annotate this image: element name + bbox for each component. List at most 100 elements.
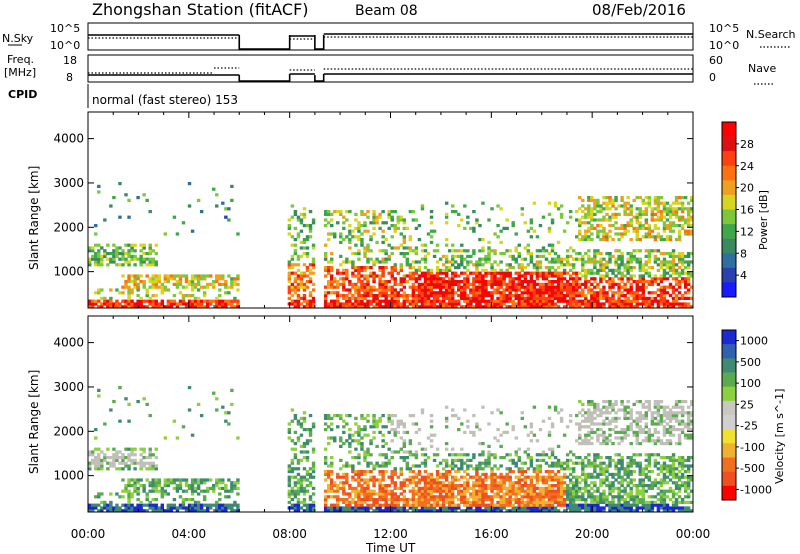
heatmap-cell <box>290 243 295 247</box>
heatmap-cell <box>348 436 352 440</box>
heatmap-cell <box>535 305 540 309</box>
heatmap-cell <box>475 484 479 488</box>
heatmap-cell <box>441 285 446 289</box>
heatmap-cell <box>88 509 92 513</box>
heatmap-cell <box>602 277 606 281</box>
heatmap-cell <box>348 288 352 292</box>
heatmap-cell <box>390 215 394 219</box>
heatmap-cell <box>550 218 555 222</box>
heatmap-cell <box>541 498 546 502</box>
heatmap-cell <box>626 268 630 272</box>
heatmap-cell <box>296 506 301 510</box>
heatmap-cell <box>139 503 143 507</box>
heatmap-cell <box>187 282 192 286</box>
heatmap-cell <box>148 456 152 460</box>
heatmap-cell <box>587 302 591 306</box>
heatmap-cell <box>172 503 177 507</box>
power-ylabel: Slant Range [km] <box>27 166 41 270</box>
heatmap-cell <box>339 271 343 275</box>
heatmap-cell <box>680 224 685 228</box>
heatmap-cell <box>293 249 298 253</box>
heatmap-cell <box>148 263 152 267</box>
heatmap-cell <box>390 224 394 228</box>
heatmap-cell <box>94 436 98 440</box>
heatmap-cell <box>308 224 313 228</box>
heatmap-cell <box>390 271 394 275</box>
heatmap-cell <box>323 305 328 309</box>
heatmap-cell <box>151 506 155 510</box>
heatmap-cell <box>457 266 461 270</box>
heatmap-cell <box>390 277 394 281</box>
heatmap-cell <box>499 271 503 275</box>
heatmap-cell <box>581 291 585 295</box>
heatmap-cell <box>514 489 518 493</box>
heatmap-cell <box>139 249 143 253</box>
heatmap-cell <box>354 282 358 286</box>
heatmap-cell <box>484 291 488 295</box>
heatmap-cell <box>457 263 461 267</box>
heatmap-cell <box>94 252 98 256</box>
heatmap-cell <box>142 489 146 493</box>
heatmap-cell <box>384 296 388 300</box>
heatmap-cell <box>508 498 512 502</box>
heatmap-cell <box>457 484 461 488</box>
heatmap-cell <box>127 299 131 303</box>
heatmap-cell <box>121 252 125 256</box>
heatmap-cell <box>97 263 101 267</box>
heatmap-cell <box>532 271 537 275</box>
heatmap-cell <box>384 486 388 490</box>
heatmap-cell <box>190 503 195 507</box>
heatmap-cell <box>635 232 639 236</box>
heatmap-cell <box>463 489 467 493</box>
heatmap-cell <box>396 221 400 225</box>
heatmap-cell <box>635 299 639 303</box>
heatmap-cell <box>202 503 207 507</box>
heatmap-cell <box>584 464 588 468</box>
heatmap-cell <box>587 288 591 292</box>
heatmap-cell <box>363 456 367 460</box>
heatmap-cell <box>626 196 630 200</box>
heatmap-cell <box>381 268 385 272</box>
heatmap-cell <box>426 492 431 496</box>
heatmap-cell <box>593 198 597 202</box>
heatmap-cell <box>635 238 639 242</box>
heatmap-cell <box>463 509 467 513</box>
heatmap-cell <box>653 277 658 281</box>
heatmap-cell <box>487 506 491 510</box>
heatmap-cell <box>605 274 609 278</box>
heatmap-cell <box>193 305 198 309</box>
heatmap-cell <box>493 282 497 286</box>
heatmap-cell <box>311 302 316 306</box>
heatmap-cell <box>348 305 352 309</box>
heatmap-cell <box>97 190 101 194</box>
heatmap-cell <box>227 411 231 415</box>
heatmap-cell <box>520 486 524 490</box>
heatmap-cell <box>130 509 134 513</box>
heatmap-cell <box>333 285 337 289</box>
heatmap-cell <box>402 495 407 499</box>
heatmap-cell <box>514 450 518 454</box>
heatmap-cell <box>644 207 649 211</box>
heatmap-cell <box>584 232 588 236</box>
heatmap-cell <box>287 263 292 267</box>
heatmap-cell <box>399 506 403 510</box>
heatmap-cell <box>384 288 388 292</box>
heatmap-cell <box>590 428 594 432</box>
heatmap-cell <box>366 503 370 507</box>
heatmap-cell <box>451 254 455 258</box>
heatmap-cell <box>514 288 518 292</box>
heatmap-cell <box>656 277 661 281</box>
heatmap-cell <box>565 254 570 258</box>
heatmap-cell <box>145 503 149 507</box>
heatmap-cell <box>357 481 361 485</box>
heatmap-cell <box>363 252 367 256</box>
heatmap-cell <box>351 475 355 479</box>
heatmap-cell <box>481 503 485 507</box>
heatmap-cell <box>94 495 98 499</box>
heatmap-cell <box>511 486 515 490</box>
heatmap-cell <box>441 294 446 298</box>
heatmap-cell <box>351 274 355 278</box>
heatmap-cell <box>121 458 125 462</box>
heatmap-cell <box>529 461 534 465</box>
